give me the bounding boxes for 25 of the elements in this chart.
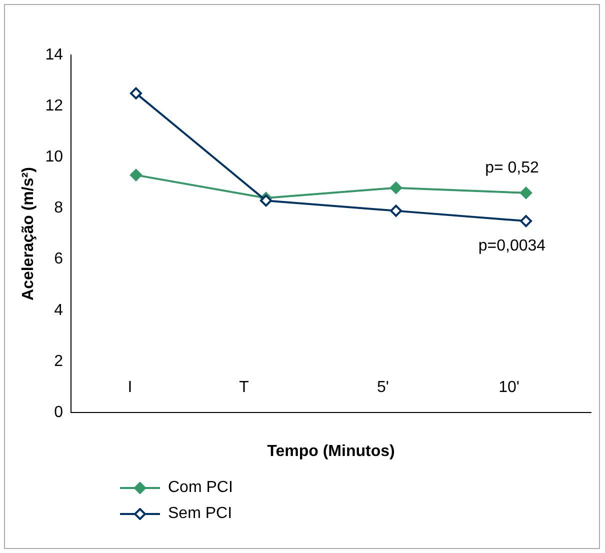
point — [260, 194, 272, 207]
legend-label: Sem PCI — [168, 505, 232, 523]
annotation: p= 0,52 — [485, 159, 540, 176]
point — [520, 215, 532, 228]
point — [390, 204, 402, 217]
point — [390, 182, 402, 194]
point — [130, 87, 142, 100]
annotation: I — [128, 378, 132, 396]
y-tick-label: 0 — [54, 404, 64, 422]
y-tick-label: 4 — [54, 302, 64, 319]
y-tick-label: 12 — [45, 97, 64, 114]
point — [130, 169, 142, 182]
point — [520, 186, 532, 199]
y-axis-title: Aceleração (m/s²) — [20, 167, 38, 300]
y-tick-label: 2 — [54, 352, 64, 370]
annotation: 10' — [498, 378, 520, 396]
annotation: p=0,0034 — [478, 237, 546, 254]
legend-label: Com PCI — [168, 479, 233, 497]
y-tick-label: 6 — [54, 250, 64, 268]
y-tick-label: 14 — [45, 46, 64, 64]
y-tick-label: 10 — [45, 148, 64, 166]
annotation: 5' — [377, 378, 389, 396]
y-tick-label: 8 — [54, 200, 64, 217]
annotation: T — [239, 378, 250, 396]
x-axis-title: Tempo (Minutos) — [267, 442, 395, 460]
